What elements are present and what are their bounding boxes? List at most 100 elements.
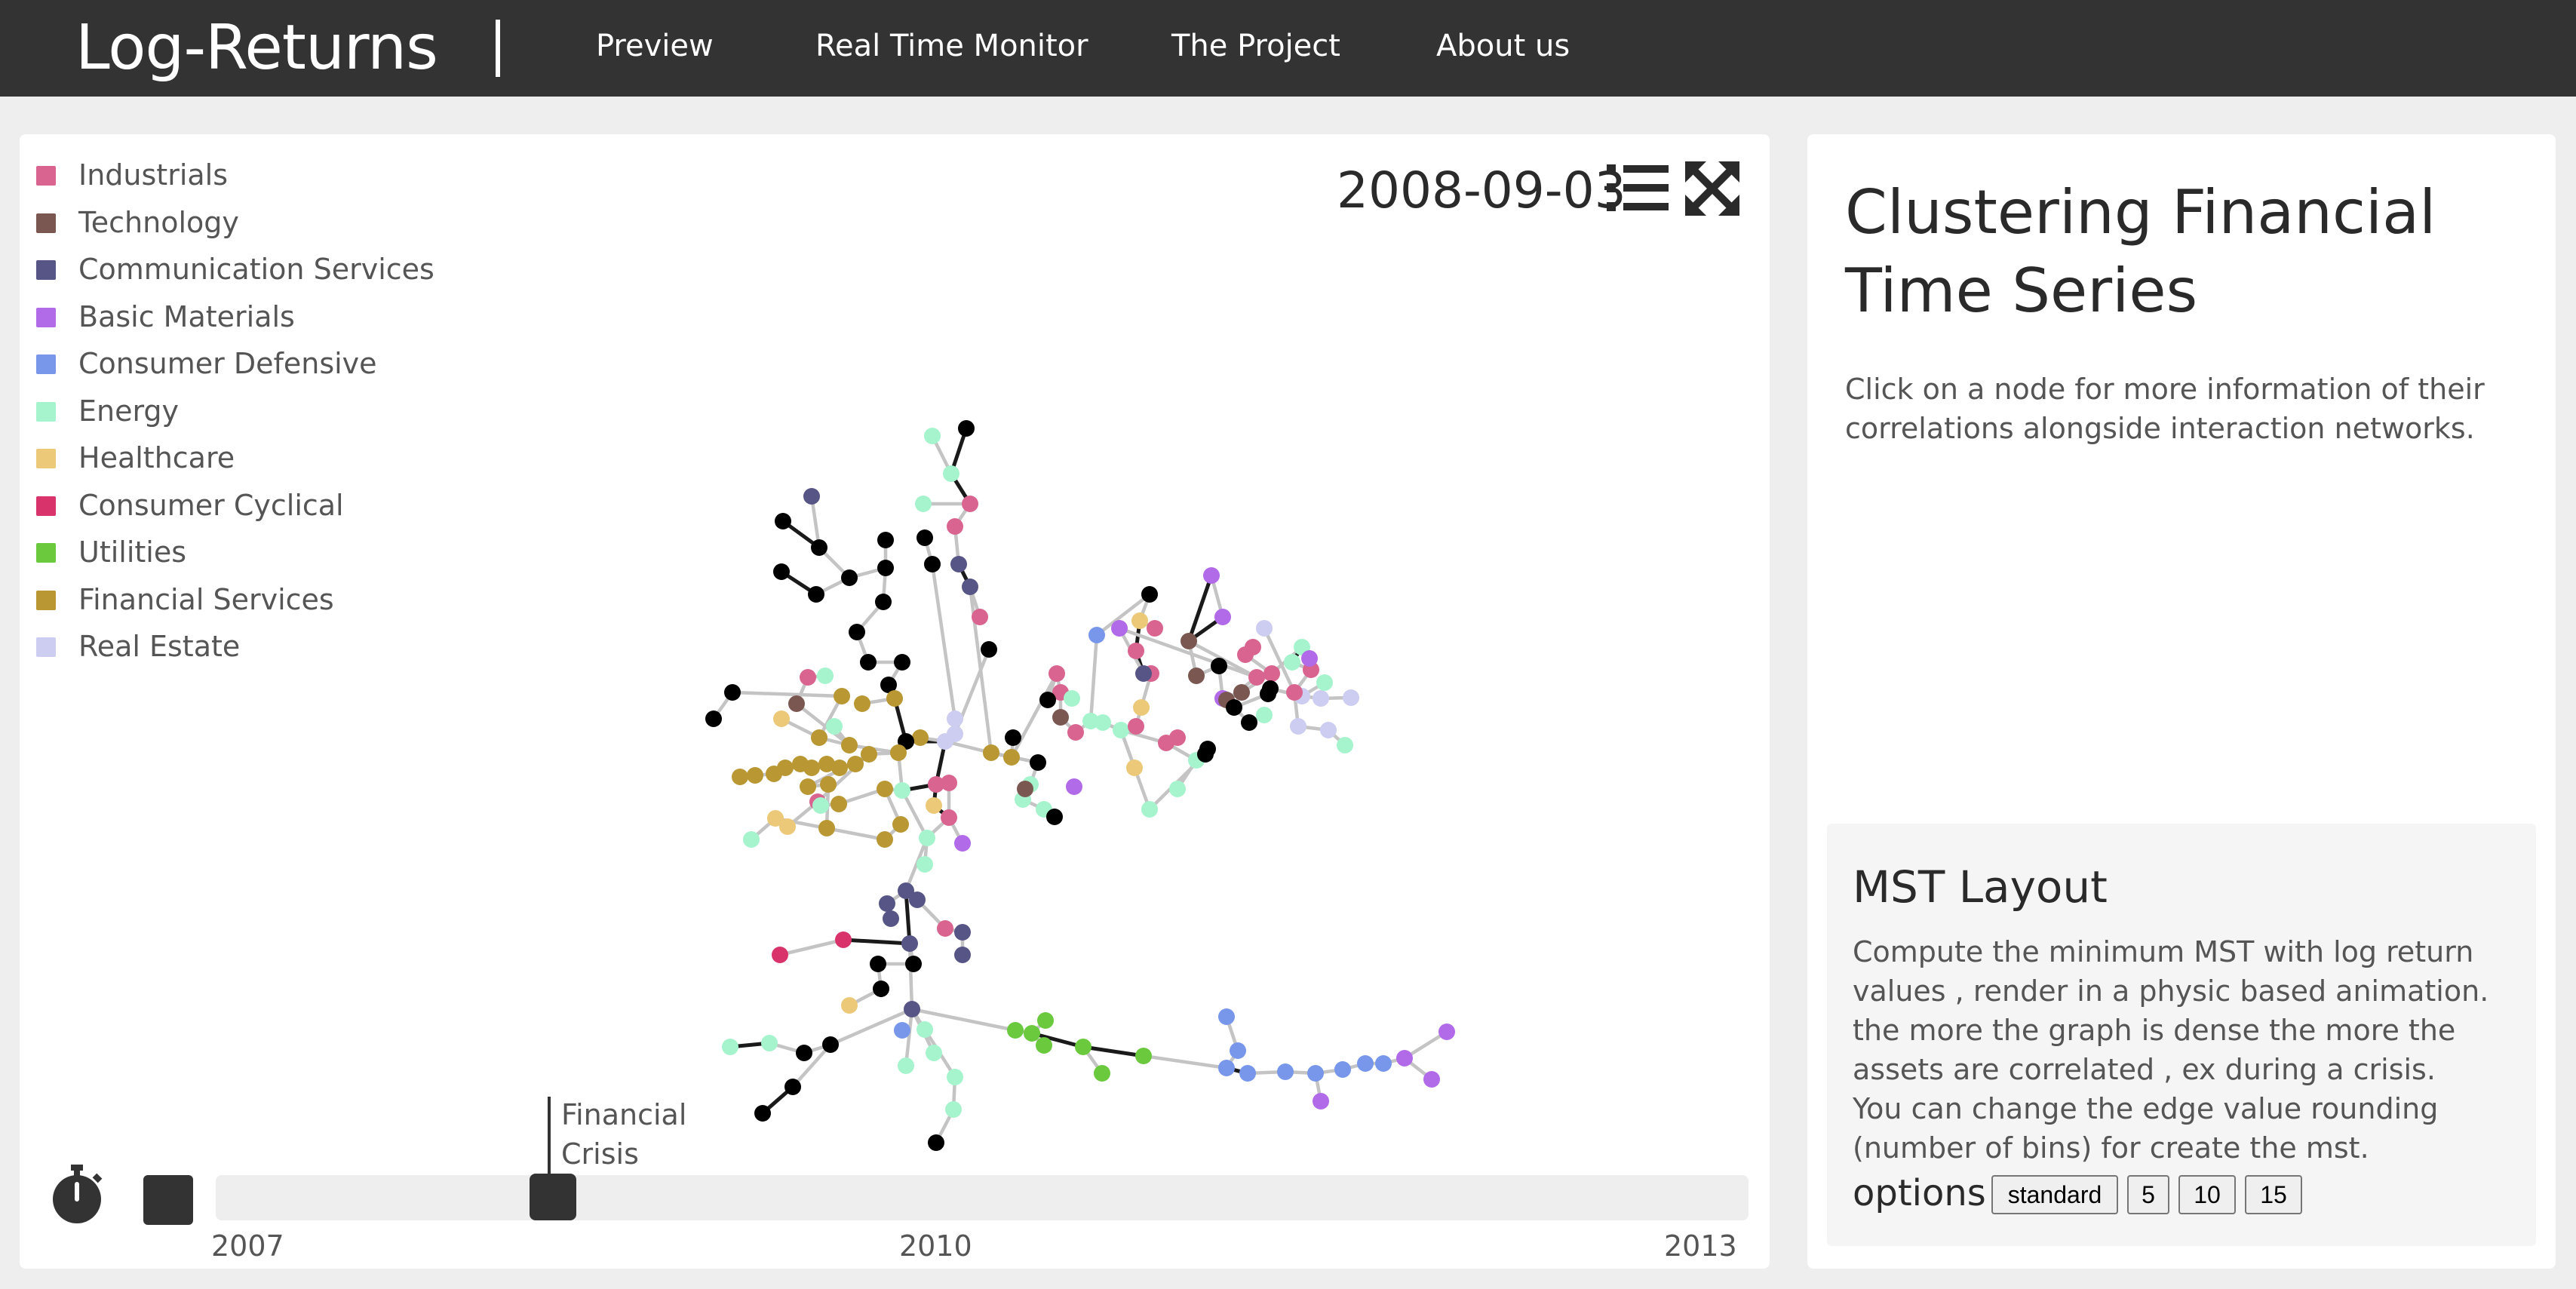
- graph-node[interactable]: [766, 766, 782, 782]
- graph-node[interactable]: [941, 809, 957, 826]
- graph-node[interactable]: [1218, 1060, 1235, 1076]
- graph-node[interactable]: [983, 744, 999, 761]
- graph-node[interactable]: [812, 797, 829, 814]
- timeline-track[interactable]: [216, 1175, 1749, 1220]
- graph-node[interactable]: [1052, 709, 1069, 726]
- graph-node[interactable]: [841, 997, 858, 1014]
- graph-node[interactable]: [1135, 665, 1152, 682]
- graph-node[interactable]: [800, 778, 816, 795]
- graph-node[interactable]: [1245, 639, 1261, 655]
- graph-node[interactable]: [779, 818, 796, 835]
- graph-node[interactable]: [1214, 609, 1231, 625]
- graph-node[interactable]: [854, 695, 870, 712]
- graph-node[interactable]: [894, 654, 910, 671]
- graph-node[interactable]: [941, 775, 957, 791]
- graph-node[interactable]: [879, 895, 895, 912]
- graph-node[interactable]: [800, 669, 816, 686]
- graph-node[interactable]: [1286, 684, 1303, 701]
- graph-node[interactable]: [834, 688, 850, 704]
- graph-node[interactable]: [1230, 1042, 1246, 1059]
- graph-node[interactable]: [919, 830, 935, 846]
- graph-node[interactable]: [788, 695, 805, 712]
- graph-node[interactable]: [826, 718, 843, 735]
- timeline-thumb[interactable]: [530, 1174, 577, 1220]
- graph-node[interactable]: [1290, 718, 1306, 735]
- graph-node[interactable]: [1256, 707, 1273, 723]
- graph-node[interactable]: [1017, 781, 1033, 797]
- graph-node[interactable]: [822, 1036, 839, 1053]
- graph-node[interactable]: [1239, 1065, 1256, 1082]
- graph-node[interactable]: [1024, 1025, 1040, 1042]
- graph-node[interactable]: [916, 856, 933, 873]
- graph-node[interactable]: [943, 465, 959, 482]
- graph-node[interactable]: [772, 947, 788, 963]
- graph-node[interactable]: [916, 529, 933, 546]
- graph-node[interactable]: [905, 956, 922, 972]
- graph-node[interactable]: [1003, 749, 1020, 766]
- option-standard-button[interactable]: standard: [1991, 1175, 2118, 1214]
- graph-node[interactable]: [1248, 669, 1265, 686]
- graph-node[interactable]: [1135, 1048, 1152, 1064]
- graph-node[interactable]: [1316, 674, 1333, 691]
- graph-node[interactable]: [792, 756, 809, 772]
- graph-node[interactable]: [901, 935, 918, 952]
- expand-icon[interactable]: [1685, 161, 1739, 216]
- graph-node[interactable]: [894, 782, 910, 799]
- graph-node[interactable]: [820, 776, 837, 793]
- graph-node[interactable]: [1046, 809, 1063, 825]
- graph-node[interactable]: [877, 532, 894, 548]
- graph-node[interactable]: [1037, 1012, 1054, 1029]
- graph-node[interactable]: [1131, 612, 1148, 629]
- graph-node[interactable]: [912, 729, 929, 746]
- graph-node[interactable]: [894, 1022, 910, 1039]
- graph-node[interactable]: [1438, 1024, 1455, 1040]
- graph-node[interactable]: [724, 684, 741, 701]
- graph-node[interactable]: [870, 956, 886, 972]
- graph-node[interactable]: [1263, 665, 1280, 682]
- graph-node[interactable]: [1307, 1065, 1324, 1082]
- graph-node[interactable]: [954, 947, 971, 963]
- graph-node[interactable]: [1313, 690, 1329, 707]
- graph-node[interactable]: [875, 594, 892, 610]
- graph-node[interactable]: [773, 563, 790, 580]
- graph-node[interactable]: [1049, 665, 1065, 682]
- graph-node[interactable]: [1211, 658, 1227, 674]
- option-15-button[interactable]: 15: [2245, 1175, 2302, 1214]
- graph-node[interactable]: [1007, 1022, 1024, 1039]
- graph-node[interactable]: [1284, 654, 1300, 671]
- graph-node[interactable]: [1337, 737, 1353, 753]
- graph-node[interactable]: [861, 746, 877, 763]
- graph-node[interactable]: [954, 835, 971, 852]
- graph-node[interactable]: [883, 910, 899, 927]
- graph-node[interactable]: [705, 710, 722, 727]
- graph-node[interactable]: [811, 729, 827, 746]
- graph-node[interactable]: [808, 586, 824, 603]
- graph-node[interactable]: [947, 518, 963, 535]
- graph-node[interactable]: [1423, 1071, 1440, 1088]
- graph-node[interactable]: [1067, 724, 1084, 741]
- graph-node[interactable]: [1088, 627, 1105, 643]
- graph-node[interactable]: [835, 931, 852, 948]
- graph-node[interactable]: [877, 560, 894, 576]
- graph-node[interactable]: [877, 831, 893, 848]
- graph-node[interactable]: [1082, 713, 1099, 729]
- graph-node[interactable]: [761, 1035, 778, 1051]
- stop-button[interactable]: [143, 1175, 193, 1225]
- graph-node[interactable]: [1066, 778, 1082, 795]
- graph-node[interactable]: [818, 756, 835, 772]
- graph-node[interactable]: [1218, 1008, 1235, 1025]
- option-5-button[interactable]: 5: [2127, 1175, 2169, 1214]
- graph-node[interactable]: [1005, 729, 1021, 746]
- graph-node[interactable]: [1126, 760, 1143, 776]
- list-icon[interactable]: [1607, 163, 1669, 213]
- graph-node[interactable]: [1241, 714, 1257, 731]
- mst-graph[interactable]: [20, 134, 1770, 1269]
- graph-node[interactable]: [1030, 754, 1046, 771]
- graph-node[interactable]: [947, 710, 963, 727]
- graph-node[interactable]: [915, 496, 932, 512]
- graph-node[interactable]: [1375, 1055, 1392, 1072]
- graph-node[interactable]: [747, 767, 763, 784]
- graph-node[interactable]: [1113, 722, 1129, 738]
- graph-node[interactable]: [1233, 684, 1250, 701]
- graph-node[interactable]: [916, 1021, 933, 1038]
